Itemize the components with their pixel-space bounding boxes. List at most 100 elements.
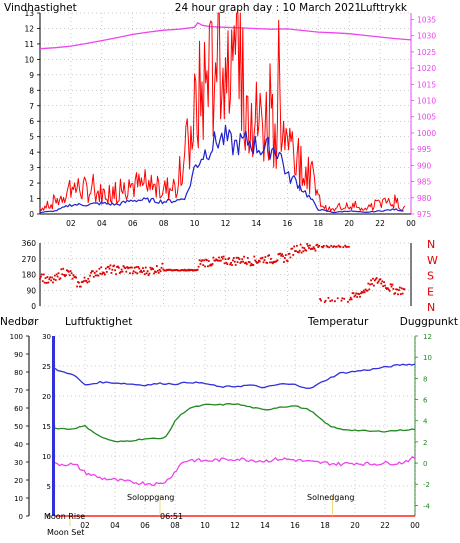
dir-tick-label: 360: [22, 239, 37, 248]
wind-direction-point: [116, 266, 118, 268]
wind-direction-point: [168, 268, 170, 271]
top-right-tick-label: 995: [417, 145, 432, 154]
wind-direction-point: [97, 274, 100, 277]
wind-direction-point: [358, 293, 360, 295]
wind-direction-point: [347, 245, 350, 248]
wind-direction-point: [184, 269, 187, 272]
wind-direction-point: [96, 274, 99, 277]
top-hour-tick-label: 16: [283, 219, 293, 228]
wind-direction-point: [58, 278, 61, 281]
wind-direction-point: [347, 300, 349, 303]
wind-direction-point: [196, 268, 199, 271]
wind-direction-point: [260, 257, 263, 260]
wind-direction-point: [173, 269, 176, 272]
wind-direction-point: [163, 269, 166, 272]
top-left-tick-label: 5: [29, 133, 34, 142]
wind-direction-point: [334, 300, 336, 303]
wind-pressure-plot: 0123456789101112139759809859909951000100…: [24, 9, 436, 228]
wind-direction-point: [264, 256, 267, 258]
wind-direction-point: [39, 277, 41, 280]
top-left-tick-label: 9: [29, 71, 34, 80]
wind-direction-point: [162, 268, 165, 271]
wind-direction-point: [399, 293, 402, 296]
wind-direction-point: [389, 283, 392, 286]
humidity-axis-bar: [52, 336, 55, 516]
wind-direction-point: [321, 245, 323, 248]
wind-direction-point: [213, 259, 216, 262]
bottom-hour-tick-label: 20: [350, 521, 360, 530]
wind-direction-point: [232, 259, 234, 262]
wind-direction-point: [379, 278, 382, 281]
wind-direction-point: [107, 265, 110, 268]
wind-direction-point: [326, 245, 329, 248]
wind-direction-point: [175, 268, 178, 271]
wind-direction-point: [360, 291, 363, 293]
wind-direction-point: [209, 263, 212, 266]
dir-tick-label: 0: [31, 302, 36, 311]
top-right-tick-label: 1010: [417, 97, 436, 106]
wind-direction-point: [148, 272, 151, 275]
temperature-series: [54, 403, 416, 443]
precip-label: Nedbør: [0, 316, 39, 328]
wind-direction-point: [381, 280, 384, 283]
wind-direction-point: [85, 280, 88, 282]
wind-direction-point: [108, 267, 111, 270]
top-right-tick-label: 980: [417, 194, 432, 203]
wind-direction-point: [217, 259, 219, 262]
wind-direction-point: [254, 259, 257, 262]
wind-direction-point: [284, 254, 287, 257]
wind-direction-point: [270, 258, 272, 260]
wind-direction-point: [117, 266, 120, 269]
wind-direction-point: [246, 257, 249, 259]
wind-direction-point: [271, 262, 274, 265]
wind-direction-point: [166, 268, 168, 271]
wind-direction-point: [257, 259, 260, 262]
wind-direction-point: [139, 270, 142, 273]
wind-direction-point: [340, 299, 343, 302]
wind-direction-point: [370, 279, 373, 282]
wind-direction-point: [308, 247, 310, 249]
dir-compass-label: W: [427, 254, 438, 267]
wind-direction-point: [130, 266, 133, 269]
wind-direction-point: [172, 269, 175, 272]
wind-direction-point: [178, 269, 181, 272]
precip-tick-label: 10: [14, 495, 23, 503]
wind-speed-title: Vindhastighet: [4, 2, 77, 14]
wind-direction-point: [137, 266, 140, 268]
wind-direction-point: [343, 297, 346, 300]
wind-direction-point: [356, 296, 359, 298]
wind-direction-point: [268, 254, 270, 257]
wind-direction-point: [360, 292, 362, 295]
wind-direction-point: [322, 245, 325, 247]
wind-direction-point: [383, 281, 386, 284]
wind-direction-point: [94, 274, 97, 277]
wind-direction-point: [187, 268, 190, 271]
wind-direction-point: [311, 247, 314, 250]
wind-direction-point: [87, 277, 90, 280]
temp-tick-label: 4: [423, 418, 428, 426]
wind-direction-point: [292, 254, 295, 256]
wind-direction-point: [138, 267, 141, 270]
wind-direction-point: [56, 275, 59, 278]
wind-direction-point: [313, 247, 316, 250]
wind-direction-point: [171, 269, 174, 272]
wind-direction-point: [395, 288, 398, 291]
top-hour-tick-label: 06: [128, 219, 138, 228]
wind-direction-point: [159, 270, 162, 273]
wind-direction-point: [255, 260, 258, 263]
wind-direction-point: [282, 255, 284, 258]
wind-direction-point: [205, 258, 207, 261]
wind-direction-point: [234, 264, 237, 266]
bottom-hour-tick-label: 12: [230, 521, 240, 530]
wind-direction-point: [272, 260, 275, 263]
wind-direction-point: [239, 262, 242, 264]
top-hour-tick-label: 04: [97, 219, 107, 228]
wind-direction-point: [73, 276, 76, 278]
dir-compass-label: E: [427, 285, 434, 298]
wind-direction-point: [51, 276, 53, 279]
wind-direction-point: [382, 285, 385, 288]
wind-direction-point: [61, 273, 64, 276]
wind-direction-point: [47, 281, 50, 284]
